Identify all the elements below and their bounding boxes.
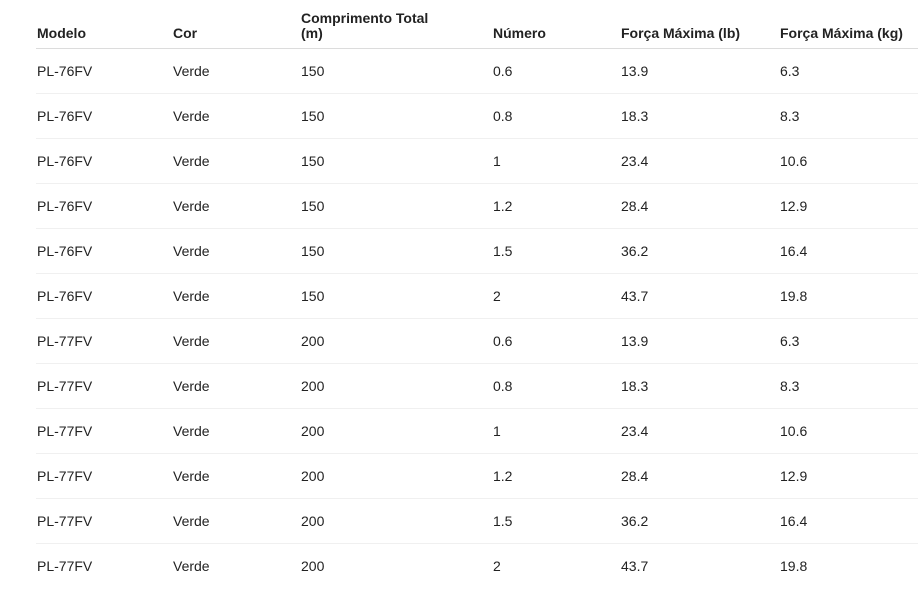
header-cor: Cor bbox=[172, 0, 300, 49]
cell-modelo: PL-76FV bbox=[36, 183, 172, 229]
table-row: PL-77FV Verde 200 0.8 18.3 8.3 bbox=[36, 363, 918, 409]
cell-numero: 0.6 bbox=[492, 318, 620, 364]
product-table: Modelo Cor Comprimento Total (m) Número … bbox=[36, 0, 918, 588]
cell-cor: Verde bbox=[172, 93, 300, 139]
cell-cor: Verde bbox=[172, 138, 300, 184]
header-numero: Número bbox=[492, 0, 620, 49]
table-row: PL-77FV Verde 200 0.6 13.9 6.3 bbox=[36, 318, 918, 364]
cell-comprimento: 150 bbox=[300, 48, 492, 94]
header-forca-lb: Força Máxima (lb) bbox=[620, 0, 779, 49]
table-row: PL-77FV Verde 200 1.5 36.2 16.4 bbox=[36, 498, 918, 544]
cell-forca-lb: 13.9 bbox=[620, 318, 779, 364]
cell-comprimento: 200 bbox=[300, 498, 492, 544]
cell-comprimento: 200 bbox=[300, 318, 492, 364]
cell-forca-lb: 13.9 bbox=[620, 48, 779, 94]
header-modelo: Modelo bbox=[36, 0, 172, 49]
cell-comprimento: 200 bbox=[300, 363, 492, 409]
cell-forca-kg: 8.3 bbox=[779, 93, 918, 139]
cell-comprimento: 200 bbox=[301, 558, 325, 574]
cell-forca-lb: 23.4 bbox=[620, 408, 779, 454]
table-row: PL-77FV Verde 200 2 43.7 19.8 bbox=[36, 544, 918, 589]
cell-forca-lb: 28.4 bbox=[620, 453, 779, 499]
cell-modelo: PL-76FV bbox=[36, 138, 172, 184]
cell-numero: 1.2 bbox=[492, 453, 620, 499]
cell-modelo: PL-76FV bbox=[36, 48, 172, 94]
cell-numero: 1.5 bbox=[492, 228, 620, 274]
cell-forca-lb: 43.7 bbox=[621, 558, 649, 574]
table-row: PL-76FV Verde 150 1.2 28.4 12.9 bbox=[36, 183, 918, 229]
cell-cor: Verde bbox=[172, 498, 300, 544]
cell-forca-kg: 16.4 bbox=[779, 228, 918, 274]
table-row: PL-76FV Verde 150 0.8 18.3 8.3 bbox=[36, 93, 918, 139]
table-row: PL-76FV Verde 150 2 43.7 19.8 bbox=[36, 273, 918, 319]
cell-cor: Verde bbox=[173, 558, 210, 574]
cell-comprimento: 150 bbox=[300, 273, 492, 319]
cell-cor: Verde bbox=[172, 48, 300, 94]
cell-numero: 2 bbox=[493, 558, 501, 574]
cell-forca-lb: 28.4 bbox=[620, 183, 779, 229]
cell-comprimento: 200 bbox=[300, 453, 492, 499]
cell-forca-kg: 6.3 bbox=[779, 318, 918, 364]
cell-cor: Verde bbox=[172, 453, 300, 499]
cell-numero: 1 bbox=[492, 408, 620, 454]
cell-comprimento: 150 bbox=[300, 183, 492, 229]
cell-modelo: PL-77FV bbox=[36, 453, 172, 499]
table-header-row: Modelo Cor Comprimento Total (m) Número … bbox=[36, 0, 918, 49]
cell-modelo: PL-76FV bbox=[36, 228, 172, 274]
cell-forca-lb: 36.2 bbox=[620, 498, 779, 544]
cell-comprimento: 200 bbox=[300, 408, 492, 454]
table-row: PL-76FV Verde 150 0.6 13.9 6.3 bbox=[36, 48, 918, 94]
cell-numero: 0.8 bbox=[492, 93, 620, 139]
cell-cor: Verde bbox=[172, 363, 300, 409]
cell-numero: 1.5 bbox=[492, 498, 620, 544]
table-row: PL-77FV Verde 200 1 23.4 10.6 bbox=[36, 408, 918, 454]
cell-modelo: PL-77FV bbox=[36, 408, 172, 454]
cell-forca-kg: 19.8 bbox=[779, 273, 918, 319]
cell-forca-kg: 10.6 bbox=[779, 408, 918, 454]
cell-cor: Verde bbox=[172, 228, 300, 274]
cell-numero: 1.2 bbox=[492, 183, 620, 229]
table-row: PL-76FV Verde 150 1.5 36.2 16.4 bbox=[36, 228, 918, 274]
cell-cor: Verde bbox=[172, 183, 300, 229]
cell-forca-lb: 36.2 bbox=[620, 228, 779, 274]
cell-forca-kg: 12.9 bbox=[779, 183, 918, 229]
cell-modelo: PL-76FV bbox=[36, 93, 172, 139]
cell-forca-kg: 8.3 bbox=[779, 363, 918, 409]
cell-modelo: PL-76FV bbox=[36, 273, 172, 319]
cell-forca-lb: 23.4 bbox=[620, 138, 779, 184]
cell-modelo: PL-77FV bbox=[37, 558, 93, 574]
cell-modelo: PL-77FV bbox=[36, 318, 172, 364]
header-forca-kg: Força Máxima (kg) bbox=[779, 0, 918, 49]
table-row: PL-77FV Verde 200 1.2 28.4 12.9 bbox=[36, 453, 918, 499]
header-comprimento: Comprimento Total (m) bbox=[300, 0, 492, 49]
cell-forca-kg: 6.3 bbox=[779, 48, 918, 94]
cell-numero: 0.6 bbox=[492, 48, 620, 94]
cell-forca-lb: 43.7 bbox=[620, 273, 779, 319]
cell-cor: Verde bbox=[172, 408, 300, 454]
cell-numero: 2 bbox=[492, 273, 620, 319]
cell-cor: Verde bbox=[172, 318, 300, 364]
cell-comprimento: 150 bbox=[300, 138, 492, 184]
cell-modelo: PL-77FV bbox=[36, 498, 172, 544]
cell-forca-lb: 18.3 bbox=[620, 363, 779, 409]
cell-forca-kg: 10.6 bbox=[779, 138, 918, 184]
cell-forca-kg: 19.8 bbox=[780, 558, 808, 574]
cell-cor: Verde bbox=[172, 273, 300, 319]
cell-forca-lb: 18.3 bbox=[620, 93, 779, 139]
cell-forca-kg: 12.9 bbox=[779, 453, 918, 499]
cell-forca-kg: 16.4 bbox=[779, 498, 918, 544]
cell-numero: 1 bbox=[492, 138, 620, 184]
cell-comprimento: 150 bbox=[300, 93, 492, 139]
cell-comprimento: 150 bbox=[300, 228, 492, 274]
table-row: PL-76FV Verde 150 1 23.4 10.6 bbox=[36, 138, 918, 184]
cell-modelo: PL-77FV bbox=[36, 363, 172, 409]
cell-numero: 0.8 bbox=[492, 363, 620, 409]
